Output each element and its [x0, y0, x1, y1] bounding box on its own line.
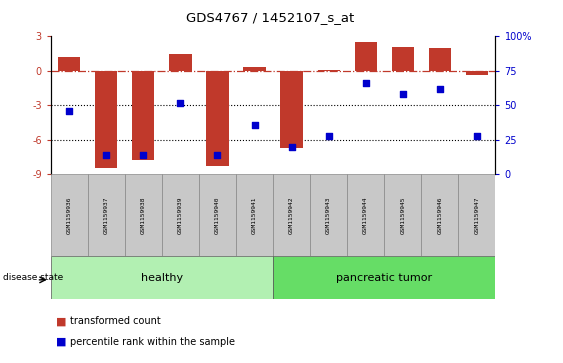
Bar [428, 48, 451, 71]
Point [472, 133, 481, 139]
Text: disease state: disease state [3, 273, 63, 282]
Text: GSM1159939: GSM1159939 [178, 196, 183, 234]
Bar [347, 174, 384, 256]
Bar [132, 71, 154, 160]
Bar [280, 71, 303, 148]
Bar [421, 174, 458, 256]
Text: GSM1159941: GSM1159941 [252, 196, 257, 234]
Bar [458, 174, 495, 256]
Text: GSM1159936: GSM1159936 [66, 196, 72, 234]
Point [65, 108, 74, 114]
Text: ■: ■ [56, 316, 67, 326]
Bar [236, 174, 273, 256]
Point [139, 152, 148, 158]
Bar [58, 57, 81, 71]
Bar [169, 53, 191, 71]
Bar [51, 174, 88, 256]
Text: transformed count: transformed count [70, 316, 161, 326]
Bar [243, 67, 266, 71]
Bar [273, 256, 495, 299]
Point [361, 80, 370, 86]
Text: GSM1159947: GSM1159947 [475, 196, 480, 234]
Point [102, 152, 111, 158]
Bar [206, 71, 229, 166]
Text: GSM1159944: GSM1159944 [363, 196, 368, 234]
Point [324, 133, 333, 139]
Text: GSM1159945: GSM1159945 [400, 196, 405, 234]
Text: GSM1159946: GSM1159946 [437, 196, 443, 234]
Bar [51, 256, 273, 299]
Text: GSM1159937: GSM1159937 [104, 196, 109, 234]
Point [213, 152, 222, 158]
Bar [384, 174, 421, 256]
Text: GSM1159943: GSM1159943 [326, 196, 331, 234]
Text: GSM1159942: GSM1159942 [289, 196, 294, 234]
Text: healthy: healthy [141, 273, 183, 283]
Bar [88, 174, 125, 256]
Text: percentile rank within the sample: percentile rank within the sample [70, 337, 235, 347]
Bar [310, 174, 347, 256]
Bar [125, 174, 162, 256]
Bar [392, 46, 414, 71]
Bar [355, 42, 377, 71]
Text: pancreatic tumor: pancreatic tumor [336, 273, 432, 283]
Bar [318, 70, 339, 71]
Bar [199, 174, 236, 256]
Point [435, 86, 444, 91]
Text: GSM1159938: GSM1159938 [141, 196, 146, 234]
Bar [95, 71, 117, 168]
Bar [466, 71, 488, 76]
Point [398, 91, 407, 97]
Point [250, 122, 259, 127]
Bar [162, 174, 199, 256]
Text: ■: ■ [56, 337, 67, 347]
Point [287, 144, 296, 150]
Text: GSM1159940: GSM1159940 [215, 196, 220, 234]
Point [176, 99, 185, 105]
Text: GDS4767 / 1452107_s_at: GDS4767 / 1452107_s_at [186, 11, 354, 24]
Bar [273, 174, 310, 256]
